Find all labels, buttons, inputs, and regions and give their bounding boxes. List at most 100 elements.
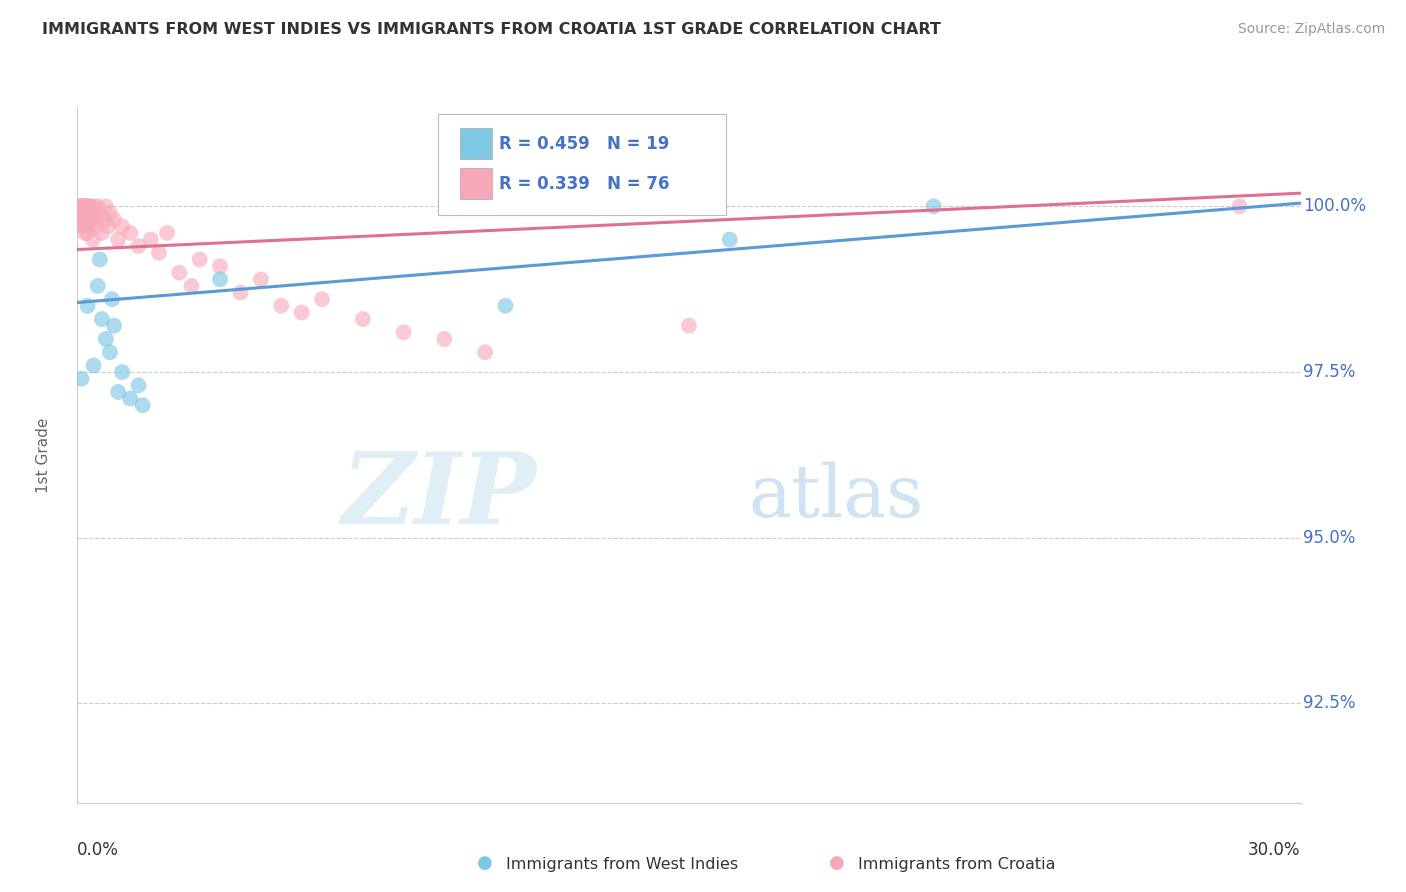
Text: Immigrants from West Indies: Immigrants from West Indies [506,857,738,872]
Point [80,212,103,227]
Point [83,199,105,213]
Point [229,285,252,300]
Point [98,206,121,220]
Point [127,239,149,253]
Point [82,233,104,247]
Text: Immigrants from Croatia: Immigrants from Croatia [858,857,1054,872]
Text: R = 0.339   N = 76: R = 0.339 N = 76 [499,175,669,193]
Point [180,279,202,293]
Point [75,206,97,220]
Point [290,305,312,319]
Point [72,199,94,213]
Point [70,372,93,386]
Point [76,206,98,220]
Point [188,252,211,267]
Point [270,299,292,313]
Point [101,292,124,306]
Point [72,212,94,227]
Point [70,212,93,227]
Point [474,345,496,359]
Point [127,378,149,392]
Point [103,212,125,227]
Point [678,318,700,333]
Point [131,398,153,412]
Point [67,199,90,213]
Point [352,312,374,326]
Point [97,219,120,234]
Point [120,392,142,406]
Point [80,199,103,213]
Point [70,199,93,213]
Point [107,384,129,399]
Text: R = 0.459   N = 19: R = 0.459 N = 19 [499,135,669,153]
Point [98,345,121,359]
Point [107,233,129,247]
Point [90,312,112,326]
Text: 1st Grade: 1st Grade [35,417,51,492]
Point [922,199,945,213]
Point [86,212,108,227]
Text: 30.0%: 30.0% [1249,841,1301,859]
Point [75,219,97,234]
Point [72,206,94,220]
Point [79,199,101,213]
Point [70,199,93,213]
Point [73,206,96,220]
Point [77,199,100,213]
Point [111,219,134,234]
Point [111,365,134,379]
Point [94,332,117,346]
Point [70,206,93,220]
Point [148,245,170,260]
Point [156,226,179,240]
FancyBboxPatch shape [460,128,492,159]
Text: 97.5%: 97.5% [1303,363,1355,381]
Text: ZIP: ZIP [342,449,536,545]
Point [70,199,93,213]
Point [70,219,93,234]
Text: 100.0%: 100.0% [1303,197,1367,216]
Point [79,219,101,234]
FancyBboxPatch shape [460,169,492,199]
Point [94,199,117,213]
Point [87,279,110,293]
Point [103,318,125,333]
Point [76,226,98,240]
Point [76,299,98,313]
Point [73,199,96,213]
Text: 95.0%: 95.0% [1303,529,1355,547]
Point [392,326,415,340]
Point [311,292,333,306]
Point [77,206,100,220]
Point [77,212,100,227]
Point [1229,199,1251,213]
Point [69,199,91,213]
Point [87,199,110,213]
Point [75,206,97,220]
FancyBboxPatch shape [439,114,725,215]
Point [93,212,115,227]
Point [250,272,273,286]
Point [73,226,96,240]
Point [75,199,97,213]
Point [139,233,162,247]
Point [73,199,96,213]
Point [83,359,105,373]
Point [208,259,231,273]
Point [72,219,94,234]
Point [208,272,231,286]
Point [75,199,97,213]
Text: 0.0%: 0.0% [77,841,120,859]
Point [433,332,456,346]
Point [75,199,97,213]
Text: atlas: atlas [748,461,924,532]
Point [73,212,96,227]
Point [84,219,107,234]
Point [73,212,96,227]
Point [495,299,517,313]
Point [72,199,94,213]
Point [169,266,191,280]
Point [72,206,94,220]
Text: Source: ZipAtlas.com: Source: ZipAtlas.com [1237,22,1385,37]
Point [75,212,97,227]
